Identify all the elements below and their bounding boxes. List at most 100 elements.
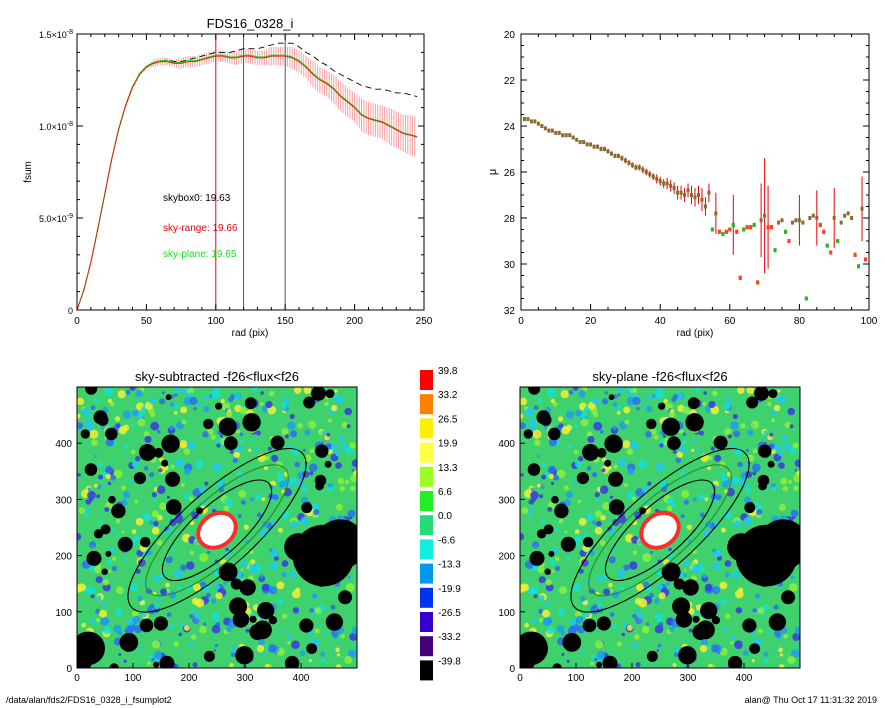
noise-blob <box>304 429 311 436</box>
noise-blob <box>94 483 98 488</box>
noise-blob <box>129 387 136 391</box>
noise-blob <box>211 613 221 622</box>
x-tick-label: 0 <box>518 316 524 327</box>
noise-blob <box>774 629 782 637</box>
noise-blob <box>192 662 198 668</box>
mu-point <box>582 140 586 145</box>
noise-blob <box>164 465 169 471</box>
noise-blob <box>653 434 659 440</box>
noise-blob <box>314 628 320 634</box>
masked-source <box>749 643 761 654</box>
noise-blob <box>656 387 664 391</box>
mu-point <box>575 137 579 142</box>
noise-blob <box>734 640 743 649</box>
colorbar: 39.8 33.2 26.5 19.9 13.3 6.6 0.0 -6.6 -13.3 -19.9… <box>420 366 461 681</box>
noise-blob <box>692 549 697 555</box>
noise-blob <box>156 597 162 603</box>
chart1-ylabel: fsum <box>23 161 34 183</box>
noise-blob <box>616 410 621 415</box>
noise-blob <box>261 583 270 592</box>
masked-source <box>203 650 215 662</box>
mu-point <box>703 204 707 209</box>
noise-blob <box>602 398 609 405</box>
aperture-ellipse <box>145 464 289 597</box>
masked-source <box>325 613 344 631</box>
noise-blob <box>692 497 698 502</box>
noise-blob <box>248 448 252 452</box>
noise-blob <box>173 404 179 409</box>
galaxy-rim <box>196 510 238 550</box>
masked-source <box>239 579 256 596</box>
masked-source <box>77 652 92 668</box>
noise-blob <box>169 624 175 630</box>
noise-blob <box>662 434 667 438</box>
mu-point <box>543 126 547 131</box>
masked-source <box>161 434 180 453</box>
mu-point <box>714 211 718 216</box>
noise-blob <box>113 624 122 633</box>
masked-source <box>608 394 615 401</box>
mu-point <box>686 188 690 193</box>
noise-blob <box>612 624 618 630</box>
masked-source <box>153 616 168 631</box>
noise-blob <box>107 424 112 428</box>
noise-blob <box>309 463 318 473</box>
noise-blob <box>550 424 555 428</box>
noise-blob <box>191 634 197 640</box>
noise-blob <box>541 474 547 480</box>
annotation-sky-plane: sky-plane: 19.65 <box>163 249 237 260</box>
noise-blob <box>544 617 553 625</box>
masked-source <box>552 663 562 668</box>
noise-blob <box>328 486 334 492</box>
masked-source <box>530 387 539 394</box>
noise-blob <box>152 591 157 596</box>
noise-blob <box>81 407 91 417</box>
noise-blob <box>719 472 726 479</box>
noise-blob <box>336 664 342 668</box>
noise-blob <box>573 449 579 455</box>
mu-point <box>603 147 607 151</box>
mu-point <box>606 149 610 154</box>
masked-source <box>165 471 181 487</box>
masked-source <box>101 568 108 575</box>
mu-point <box>669 183 673 188</box>
masked-source <box>673 578 685 590</box>
noise-blob <box>278 480 286 488</box>
masked-source <box>111 503 126 519</box>
noise-blob <box>214 584 221 590</box>
masked-source <box>539 414 552 426</box>
noise-blob <box>553 474 560 481</box>
colorbar-swatch <box>420 442 433 463</box>
mu-point <box>683 193 687 197</box>
noise-blob <box>539 595 545 601</box>
noise-blob <box>186 391 193 398</box>
noise-blob <box>137 595 143 602</box>
noise-blob <box>115 518 121 524</box>
noise-blob <box>669 411 676 418</box>
noise-blob <box>216 443 221 448</box>
noise-blob <box>597 604 603 610</box>
mu-point-alt <box>731 222 735 227</box>
noise-blob <box>620 586 625 591</box>
mu-point <box>641 167 645 172</box>
mu-point-alt <box>864 257 868 262</box>
noise-blob <box>320 651 326 657</box>
mu-point <box>655 176 659 181</box>
noise-blob <box>780 477 788 485</box>
chart1-xlabel: rad (pix) <box>232 328 269 339</box>
mu-point <box>815 216 819 220</box>
noise-blob <box>103 626 112 635</box>
noise-blob <box>309 471 314 476</box>
noise-blob <box>574 460 582 468</box>
noise-blob <box>180 564 187 571</box>
noise-blob <box>288 444 292 449</box>
y-tick-label: 24 <box>504 122 516 133</box>
noise-blob <box>688 628 693 633</box>
series-main <box>77 55 418 310</box>
noise-blob <box>192 608 197 614</box>
noise-blob <box>686 524 692 530</box>
noise-blob <box>533 405 539 411</box>
mu-point <box>700 197 704 202</box>
masked-source <box>140 536 151 548</box>
noise-blob <box>558 518 564 524</box>
